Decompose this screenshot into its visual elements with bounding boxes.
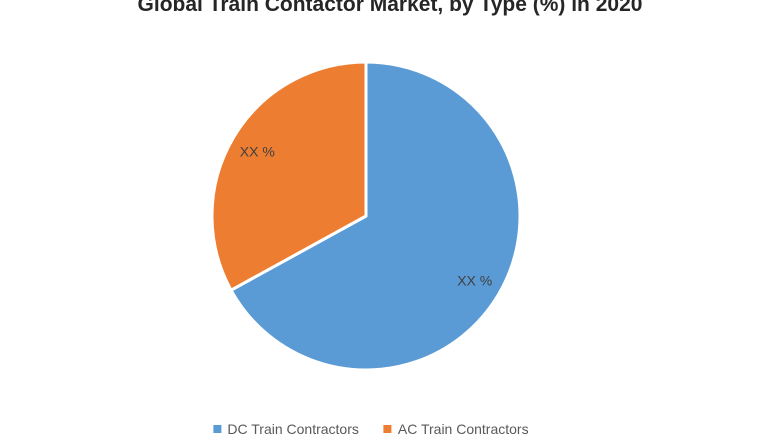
- pie-slice-label-0: XX %: [457, 272, 492, 288]
- chart-title: Global Train Contactor Market, by Type (…: [137, 0, 643, 16]
- pie-slice-1: [210, 60, 368, 292]
- legend-label-ac: AC Train Contractors: [397, 421, 529, 437]
- legend-item-ac: AC Train Contractors: [383, 421, 529, 437]
- legend-swatch-dc-icon: [213, 425, 222, 433]
- pie-slice-label-1: XX %: [240, 144, 275, 160]
- legend-swatch-ac-icon: [383, 425, 392, 433]
- pie-slice-0: [229, 60, 522, 372]
- legend: DC Train Contractors AC Train Contractor…: [213, 421, 529, 437]
- legend-label-dc: DC Train Contractors: [227, 421, 359, 437]
- legend-item-dc: DC Train Contractors: [213, 421, 359, 437]
